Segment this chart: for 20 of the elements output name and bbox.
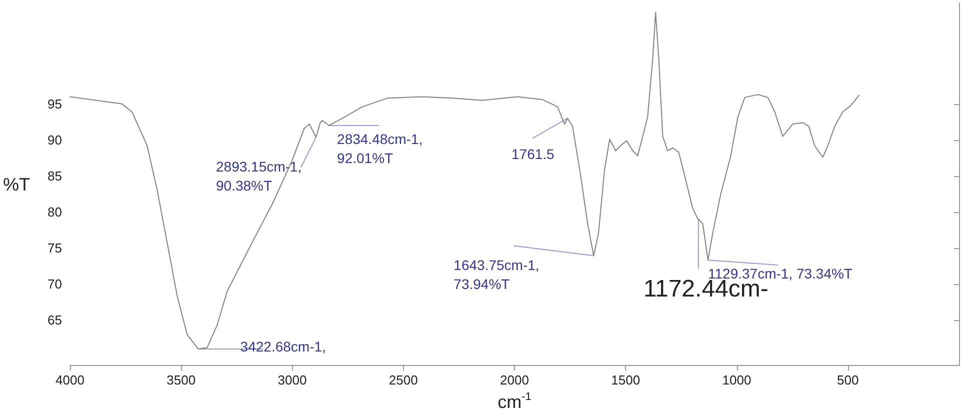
x-tick-label: 2000 [500,372,529,388]
y-tick-label: 95 [48,96,62,112]
y-tick-label: 90 [48,132,62,148]
annotation: 1643.75cm-1, 73.94%T [454,257,540,292]
x-tick-label: 500 [837,372,859,388]
y-axis-title: %T [3,174,30,194]
annotation: 1761.5 [512,146,555,162]
y-tick-label: 65 [48,312,62,328]
annotation: 3422.68cm-1, [240,338,326,355]
x-tick-label: 3000 [278,372,307,388]
x-tick-label: 1000 [722,372,752,388]
x-tick-label: 3500 [166,372,196,388]
x-tick-label: 2500 [388,372,418,388]
y-tick-label: 70 [48,276,62,292]
x-tick-label: 1500 [611,372,640,388]
annotation: 2834.48cm-1, 92.01%T [337,130,423,166]
y-tick-label: 75 [48,240,62,256]
y-tick-label: 80 [48,204,62,220]
y-tick-label: 85 [48,168,62,184]
x-tick-label: 4000 [56,372,84,388]
